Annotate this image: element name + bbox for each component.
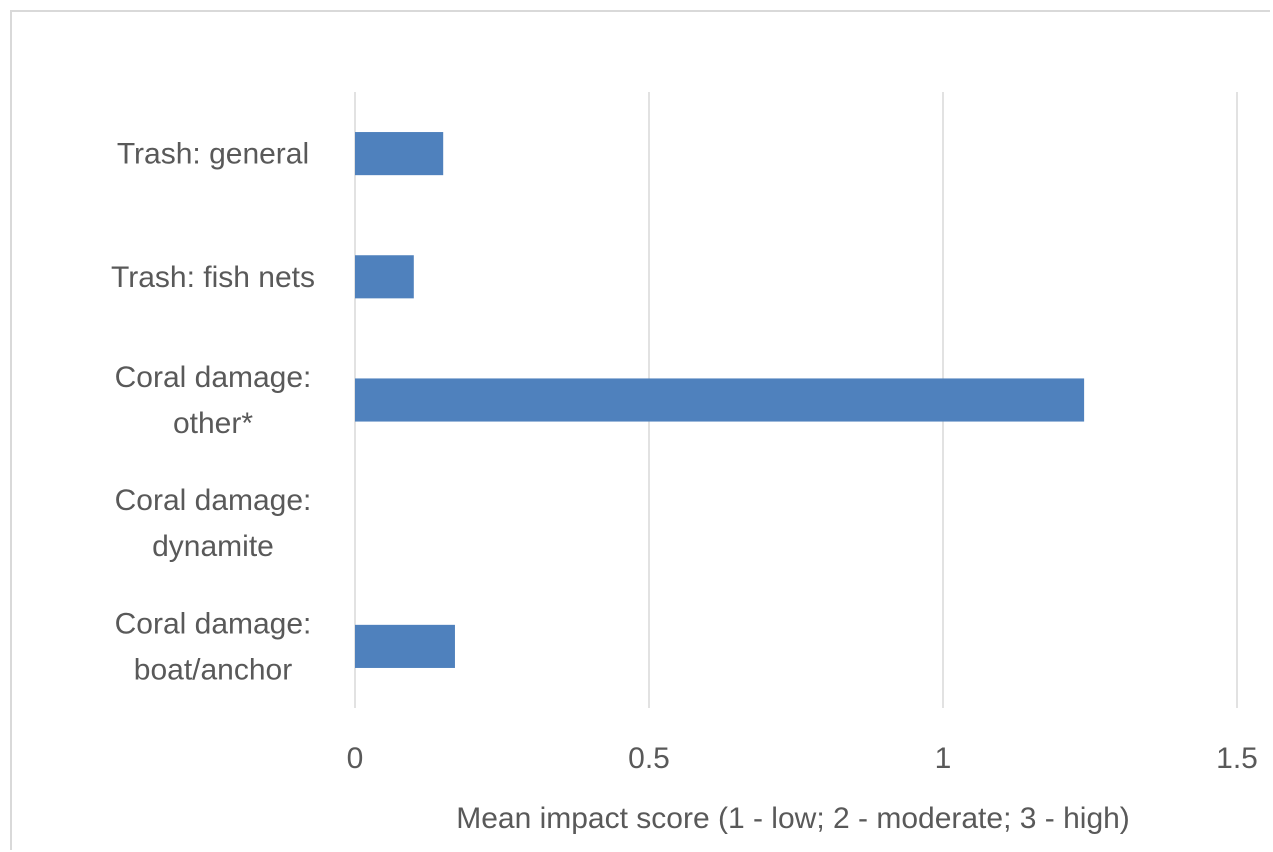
category-label-line: Trash: general: [117, 138, 309, 171]
category-label-1: Trash: fish nets: [111, 261, 315, 294]
category-label-0: Trash: general: [117, 138, 309, 171]
x-tick-label-1: 0.5: [628, 742, 670, 775]
x-tick-label-0: 0: [347, 742, 364, 775]
category-label-line: Coral damage:: [115, 361, 312, 394]
x-tick-label-2: 1: [935, 742, 952, 775]
bar-1: [355, 255, 414, 298]
category-label-line: Trash: fish nets: [111, 261, 315, 294]
category-label-line: Coral damage:: [115, 484, 312, 517]
bar-0: [355, 132, 443, 175]
x-tick-label-3: 1.5: [1216, 742, 1258, 775]
category-label-line: other*: [173, 407, 253, 440]
category-label-line: dynamite: [152, 530, 274, 563]
category-label-2: Coral damage: other*: [115, 361, 312, 440]
category-labels: Trash: general Trash: fish nets Coral dama…: [111, 138, 315, 687]
x-axis-title: Mean impact score (1 - low; 2 - moderate…: [456, 802, 1130, 835]
bar-4: [355, 625, 455, 668]
bar-2: [355, 378, 1084, 421]
category-label-line: boat/anchor: [134, 653, 292, 686]
x-tick-labels: 0 0.5 1 1.5: [347, 742, 1258, 775]
category-label-3: Coral damage: dynamite: [115, 484, 312, 563]
category-label-line: Coral damage:: [115, 607, 312, 640]
category-label-4: Coral damage: boat/anchor: [115, 607, 312, 686]
bars: [355, 132, 1084, 668]
